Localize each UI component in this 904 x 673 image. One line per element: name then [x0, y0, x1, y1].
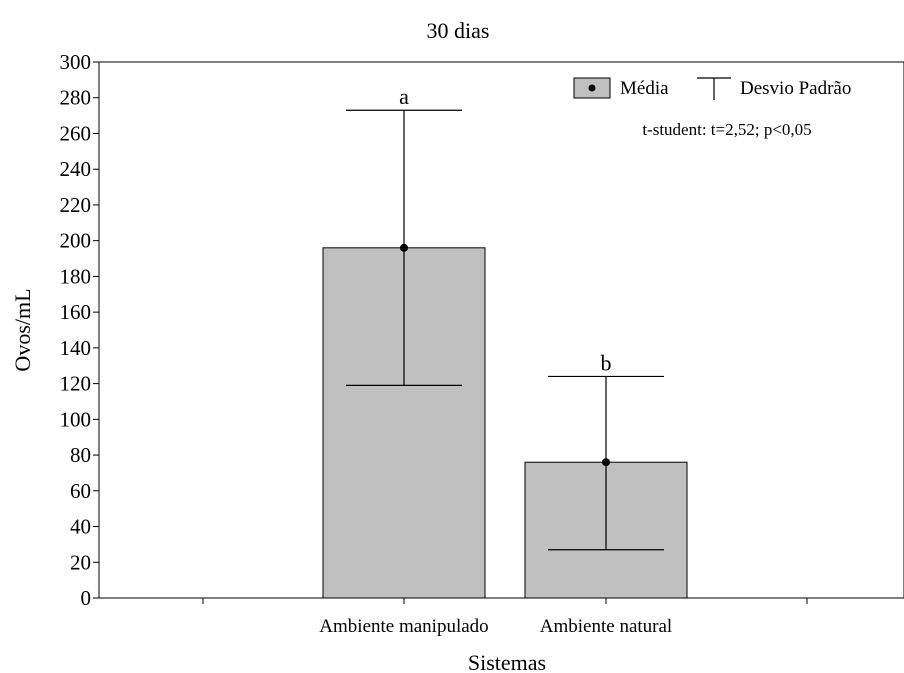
- legend-mean-label: Média: [620, 78, 669, 99]
- y-tick-label: 260: [60, 121, 92, 145]
- legend-sd-label: Desvio Padrão: [740, 78, 851, 99]
- bars: [322, 247, 688, 599]
- chart-title: 30 dias: [427, 18, 490, 43]
- plot-area: 0 20 40 60 80 100 120 140 160 180 200 220 240 260 280 3…: [60, 50, 904, 637]
- x-axis-ticks: Ambiente manipulado Ambiente natural: [202, 598, 808, 637]
- y-tick-label: 300: [60, 50, 92, 74]
- y-tick-label: 240: [60, 157, 92, 181]
- y-tick-label: 0: [81, 586, 92, 610]
- x-tick-label: Ambiente manipulado: [319, 616, 488, 637]
- legend: Média Desvio Padrão t-student: t=2,52; p…: [573, 77, 851, 139]
- mean-point: [400, 243, 408, 252]
- mean-point: [602, 458, 610, 467]
- y-axis-ticks: 0 20 40 60 80 100 120 140 160 180 200 220 240 260 280 3…: [60, 50, 99, 610]
- significance-letter: b: [601, 350, 612, 375]
- legend-mean-marker: [588, 84, 596, 92]
- plot-frame: [98, 61, 904, 599]
- y-tick-label: 140: [60, 336, 92, 360]
- error-bars: ab: [346, 84, 664, 551]
- y-tick-label: 60: [70, 479, 91, 503]
- y-tick-label: 120: [60, 372, 92, 396]
- test-annotation: t-student: t=2,52; p<0,05: [642, 120, 811, 139]
- x-tick-label: Ambiente natural: [540, 616, 672, 637]
- significance-letter: a: [399, 84, 409, 109]
- y-axis-label: Ovos/mL: [10, 288, 35, 371]
- y-tick-label: 200: [60, 229, 92, 253]
- y-tick-label: 280: [60, 86, 92, 110]
- y-tick-label: 40: [70, 515, 91, 539]
- y-tick-label: 220: [60, 193, 92, 217]
- y-tick-label: 20: [70, 550, 91, 574]
- x-axis-label: Sistemas: [468, 650, 546, 673]
- y-tick-label: 180: [60, 264, 92, 288]
- y-tick-label: 100: [60, 407, 92, 431]
- y-tick-label: 160: [60, 300, 92, 324]
- y-tick-label: 80: [70, 443, 91, 467]
